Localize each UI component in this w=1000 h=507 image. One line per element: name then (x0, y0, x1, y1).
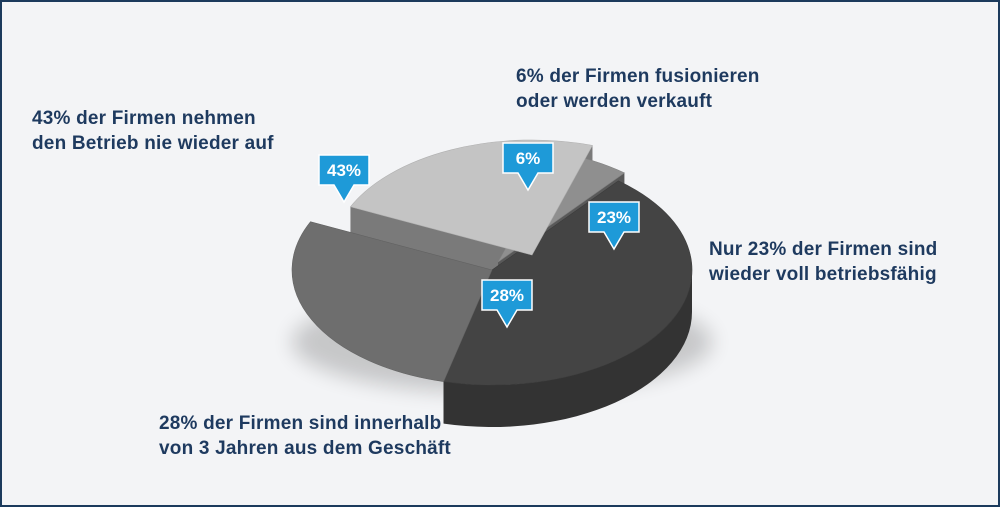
annotation-6-line1: 6% der Firmen fusionieren (516, 66, 760, 87)
annotation-28-line1: 28% der Firmen sind innerhalb (159, 413, 442, 434)
pie-slice-28pct (291, 221, 493, 382)
annotation-23: Nur 23% der Firmen sind wieder voll betr… (709, 237, 937, 287)
annotation-43-line1: 43% der Firmen nehmen (32, 108, 256, 129)
badge-23pct: 23% (588, 201, 640, 251)
annotation-43-line2: den Betrieb nie wieder auf (32, 133, 274, 154)
badge-label: 43% (327, 161, 361, 180)
annotation-28-line2: von 3 Jahren aus dem Geschäft (159, 438, 451, 459)
annotation-23-line2: wieder voll betriebsfähig (709, 264, 937, 285)
annotation-6-line2: oder werden verkauft (516, 91, 713, 112)
badge-label: 28% (490, 286, 524, 305)
badge-28pct: 28% (481, 279, 533, 329)
annotation-6: 6% der Firmen fusionieren oder werden ve… (516, 64, 760, 114)
annotation-23-line1: Nur 23% der Firmen sind (709, 239, 938, 260)
badge-43pct: 43% (318, 154, 370, 204)
badge-6pct: 6% (502, 142, 554, 192)
badge-label: 23% (597, 208, 631, 227)
annotation-43: 43% der Firmen nehmen den Betrieb nie wi… (32, 106, 274, 156)
annotation-28: 28% der Firmen sind innerhalb von 3 Jahr… (159, 411, 451, 461)
badge-label: 6% (516, 149, 541, 168)
